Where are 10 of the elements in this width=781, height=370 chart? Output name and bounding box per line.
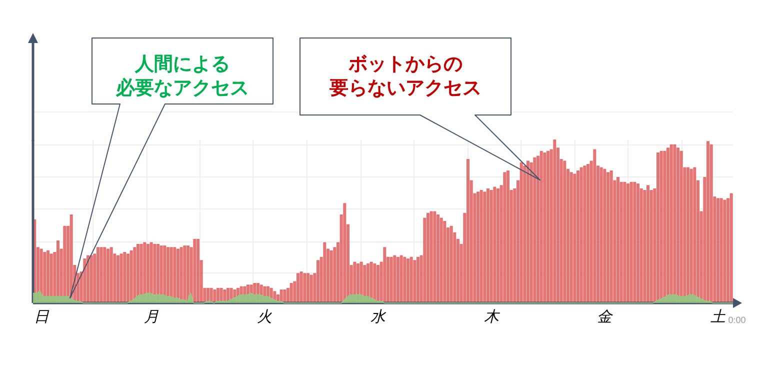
- text: 0:00: [728, 315, 746, 325]
- x-tick-label: 水: [370, 308, 386, 326]
- text: 人間による必要なアクセス: [115, 54, 249, 99]
- x-tick-label: 木: [484, 308, 501, 326]
- x-tick-label: 日: [34, 308, 50, 326]
- x-tick-label: 金: [597, 308, 614, 326]
- x-tick-label: 火: [257, 308, 272, 326]
- x-tick-label: 土: [710, 308, 726, 326]
- x-tick-label: 月: [144, 308, 159, 326]
- text: ボットからの要らないアクセス: [328, 54, 482, 99]
